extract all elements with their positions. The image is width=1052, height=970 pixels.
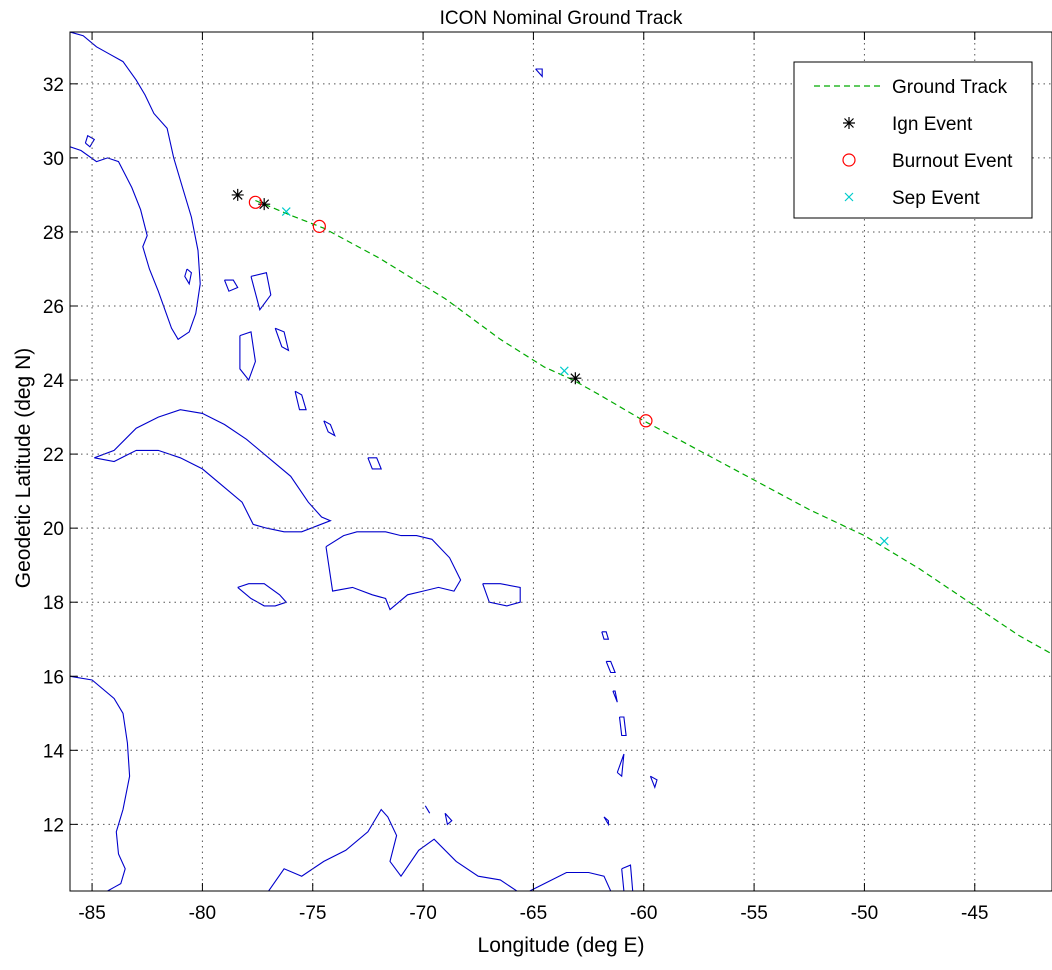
series-ign-event [231, 188, 582, 385]
y-tick-label: 26 [43, 297, 64, 318]
series-burnout-event [248, 195, 653, 428]
legend-box [793, 61, 1033, 219]
chart-title: ICON Nominal Ground Track [439, 8, 683, 29]
y-tick-label: 14 [43, 741, 65, 762]
ign-event-point [258, 198, 271, 211]
x-tick-label: -50 [851, 903, 878, 924]
burnout-event-point [312, 219, 326, 233]
y-axis-label: Geodetic Latitude (deg N) [12, 347, 35, 589]
tick-layer: -85 -80 -75 -70 -65 -60 -55 -50 -45 12 14 16 18 20 22 2… [43, 32, 988, 924]
coastline-25 [424, 805, 431, 814]
coastline-3 [94, 409, 332, 533]
sep-event-point [879, 536, 889, 546]
burnout-event-point [248, 195, 262, 209]
series-layer [231, 188, 1052, 655]
coastline-8 [250, 272, 272, 311]
coastline-14 [535, 68, 543, 78]
x-tick-label: -75 [299, 903, 326, 924]
x-tick-label: -45 [961, 903, 988, 924]
coastline-15 [601, 631, 610, 640]
legend-swatch-sep-event [844, 192, 854, 202]
coastline-20 [649, 775, 658, 789]
coastline-19 [616, 753, 625, 778]
y-tick-label: 32 [43, 75, 64, 96]
coastline-26 [444, 812, 453, 826]
x-axis-label: Longitude (deg E) [477, 934, 645, 957]
coastline-1 [184, 268, 193, 286]
burnout-event-point [639, 414, 653, 428]
ign-event-point [569, 372, 582, 385]
legend-label-ground-track: Ground Track [892, 77, 1008, 98]
legend-swatch-ign-event [843, 117, 855, 129]
coastline-5 [325, 531, 462, 611]
series-sep-event [281, 207, 889, 546]
y-tick-label: 28 [43, 223, 64, 244]
coastline-23 [70, 675, 131, 891]
coastline-11 [294, 390, 307, 411]
coastline-22 [621, 864, 634, 891]
ground-track-line [255, 199, 1052, 655]
coastline-16 [605, 660, 616, 674]
coastline-17 [612, 690, 618, 703]
sep-event-point [281, 207, 291, 216]
y-tick-label: 20 [43, 519, 64, 540]
plot-frame [69, 31, 1052, 892]
x-tick-label: -60 [630, 903, 657, 924]
y-tick-label: 18 [43, 593, 64, 614]
y-tick-label: 30 [43, 149, 64, 170]
coastline-12 [323, 420, 336, 437]
y-tick-label: 22 [43, 445, 64, 466]
x-tick-label: -80 [189, 903, 216, 924]
coastline-21 [603, 816, 609, 827]
x-tick-label: -65 [520, 903, 547, 924]
y-tick-label: 12 [43, 815, 64, 836]
legend-label-burnout-event: Burnout Event [892, 151, 1013, 172]
coastline-24 [268, 808, 612, 891]
legend-label-ign-event: Ign Event [892, 114, 973, 135]
coastline-10 [274, 327, 290, 352]
y-tick-label: 24 [43, 371, 65, 392]
coastline-0 [70, 32, 201, 341]
x-tick-label: -70 [409, 903, 436, 924]
coastline-9 [239, 331, 256, 382]
coastline-2 [84, 134, 96, 148]
ign-event-point [231, 188, 244, 201]
coastline-layer [70, 32, 658, 891]
grid-layer [70, 32, 1052, 891]
coastline-18 [618, 716, 627, 737]
legend: Ground Track Ign Event Burnout Event Sep Ev… [793, 61, 1033, 219]
x-tick-label: -85 [78, 903, 105, 924]
coastline-4 [237, 583, 288, 607]
coastline-13 [367, 457, 383, 470]
sep-event-point [559, 366, 569, 376]
x-tick-label: -55 [740, 903, 767, 924]
coastline-7 [223, 279, 239, 292]
y-tick-label: 16 [43, 667, 64, 688]
legend-swatch-burnout-event [842, 153, 856, 167]
legend-label-sep-event: Sep Event [892, 188, 980, 209]
series-ground-track [255, 199, 1052, 655]
